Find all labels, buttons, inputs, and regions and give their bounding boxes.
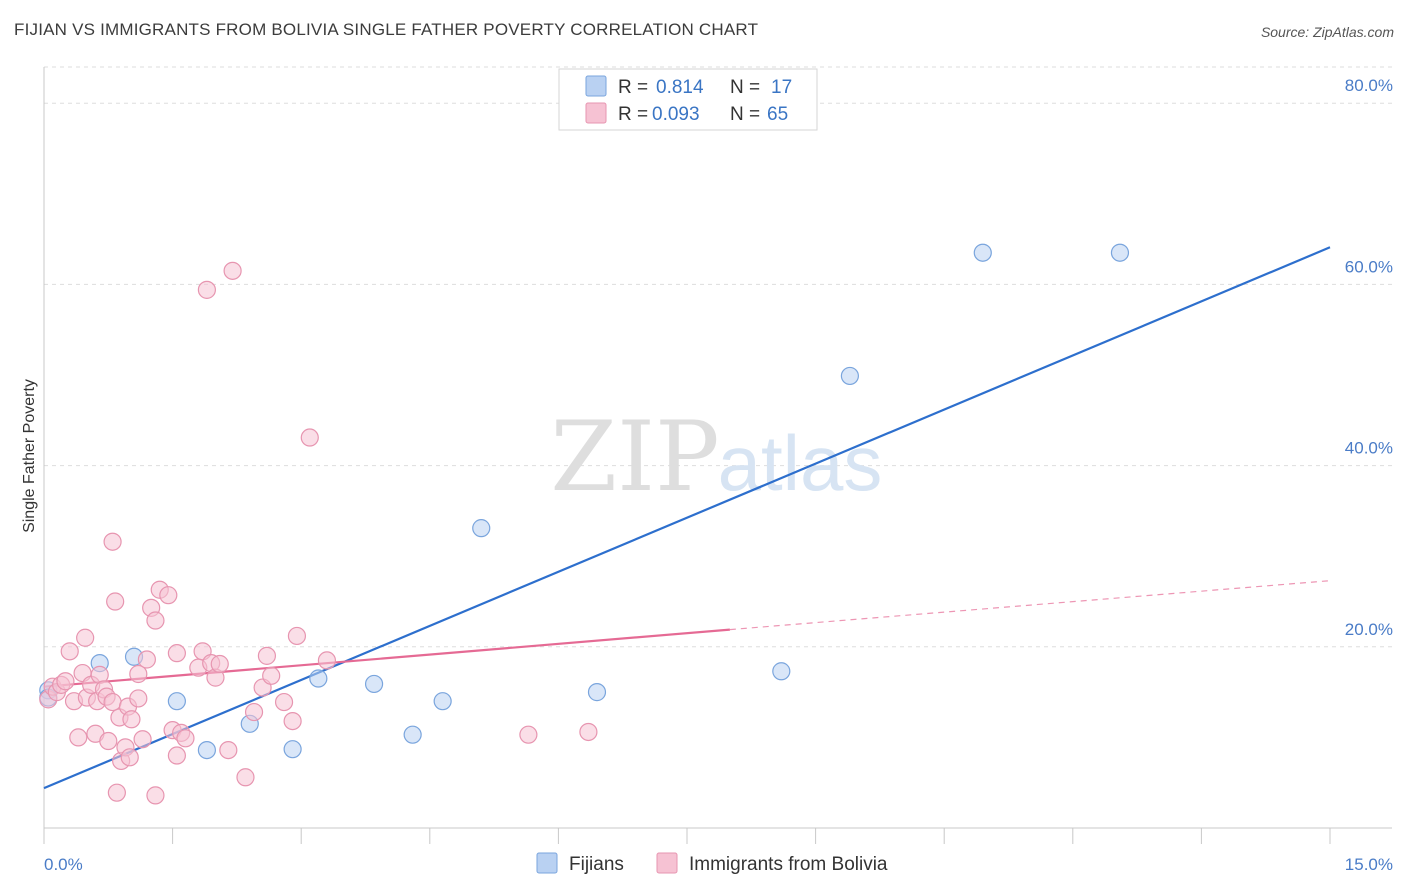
bolivia-point bbox=[167, 644, 186, 663]
bolivia-point bbox=[262, 666, 281, 685]
fijian-point bbox=[283, 740, 302, 759]
x-tick-label: 0.0% bbox=[44, 855, 83, 874]
bolivia-point bbox=[146, 611, 165, 630]
legend-r-value: 0.814 bbox=[656, 77, 704, 98]
bolivia-point bbox=[122, 710, 141, 729]
fijian-point bbox=[364, 674, 384, 694]
bolivia-point bbox=[120, 748, 139, 767]
legend-box: R = 0.814 N = 17 R = 0.093 N = 65 bbox=[558, 68, 818, 131]
bolivia-point bbox=[317, 651, 337, 670]
fijian-point bbox=[403, 725, 422, 744]
bolivia-point bbox=[167, 746, 186, 765]
watermark: ZIP atlas bbox=[550, 401, 882, 513]
chart-title: FIJIAN VS IMMIGRANTS FROM BOLIVIA SINGLE… bbox=[14, 20, 759, 39]
bolivia-point bbox=[176, 729, 195, 748]
fijian-point bbox=[167, 692, 186, 711]
bolivia-point bbox=[60, 642, 79, 661]
bolivia-point bbox=[244, 702, 264, 722]
gridlines bbox=[44, 66, 1392, 648]
fijian-point bbox=[197, 740, 216, 760]
bottom-legend-label-fijians: Fijians bbox=[569, 854, 624, 875]
bottom-legend: Fijians Immigrants from Bolivia bbox=[536, 852, 888, 875]
bolivia-point bbox=[287, 626, 307, 646]
fijians-trend-line bbox=[43, 246, 1331, 790]
data-points bbox=[39, 243, 1130, 805]
fijian-point bbox=[472, 519, 491, 538]
bolivia-point bbox=[210, 654, 229, 674]
bolivia-point bbox=[223, 261, 242, 280]
legend-r-label: R = bbox=[618, 104, 648, 125]
source-credit: Source: ZipAtlas.com bbox=[1260, 24, 1394, 40]
legend-n-value: 65 bbox=[767, 104, 788, 125]
legend-swatch-fijians bbox=[585, 75, 607, 97]
legend-n-value: 17 bbox=[771, 77, 792, 98]
bottom-legend-swatch-bolivia bbox=[656, 852, 678, 874]
bolivia-trend-extension bbox=[729, 580, 1331, 631]
y-tick-label: 80.0% bbox=[1345, 76, 1393, 95]
bolivia-point bbox=[106, 592, 125, 611]
fijian-point bbox=[1110, 243, 1130, 262]
legend-r-value: 0.093 bbox=[652, 104, 700, 125]
bolivia-point bbox=[133, 730, 152, 749]
bottom-legend-label-bolivia: Immigrants from Bolivia bbox=[689, 854, 888, 875]
trend-lines bbox=[43, 246, 1331, 790]
bolivia-point bbox=[103, 692, 122, 712]
bolivia-point bbox=[107, 783, 126, 802]
bolivia-point bbox=[103, 532, 122, 551]
fijian-point bbox=[840, 366, 859, 386]
x-tick-label: 15.0% bbox=[1345, 855, 1393, 874]
bolivia-point bbox=[274, 692, 294, 712]
bottom-legend-swatch-fijians bbox=[536, 852, 558, 874]
watermark-zip: ZIP bbox=[550, 401, 719, 513]
bolivia-point bbox=[69, 728, 88, 747]
fijian-point bbox=[309, 669, 328, 688]
legend-n-label: N = bbox=[730, 77, 760, 98]
y-tick-label: 60.0% bbox=[1345, 257, 1393, 276]
legend-swatch-bolivia bbox=[585, 102, 607, 124]
bolivia-point bbox=[236, 768, 255, 787]
y-axis-title: Single Father Poverty bbox=[21, 379, 38, 533]
y-tick-label: 40.0% bbox=[1345, 439, 1393, 458]
bolivia-point bbox=[159, 586, 178, 605]
y-tick-label: 20.0% bbox=[1345, 620, 1393, 639]
bolivia-point bbox=[283, 711, 302, 731]
bolivia-point bbox=[129, 664, 148, 684]
fijian-point bbox=[587, 683, 607, 702]
legend-r-label: R = bbox=[618, 77, 648, 98]
fijian-point bbox=[973, 243, 992, 262]
bolivia-point bbox=[519, 725, 538, 744]
bolivia-point bbox=[579, 722, 598, 742]
bolivia-point bbox=[129, 689, 148, 708]
bolivia-trend-line bbox=[43, 628, 730, 688]
fijian-point bbox=[772, 662, 791, 681]
bolivia-point bbox=[197, 280, 216, 299]
bolivia-point bbox=[56, 672, 75, 691]
bolivia-point bbox=[76, 628, 95, 647]
axes: 20.0% 40.0% 60.0% 80.0% 0.0% 15.0% bbox=[43, 67, 1393, 874]
bolivia-point bbox=[99, 731, 118, 751]
bolivia-point bbox=[257, 646, 277, 665]
bolivia-point bbox=[300, 428, 319, 447]
legend-n-label: N = bbox=[730, 104, 760, 125]
bolivia-point bbox=[219, 740, 238, 760]
bolivia-point bbox=[146, 786, 165, 805]
fijian-point bbox=[433, 692, 452, 711]
bolivia-point bbox=[137, 650, 156, 669]
